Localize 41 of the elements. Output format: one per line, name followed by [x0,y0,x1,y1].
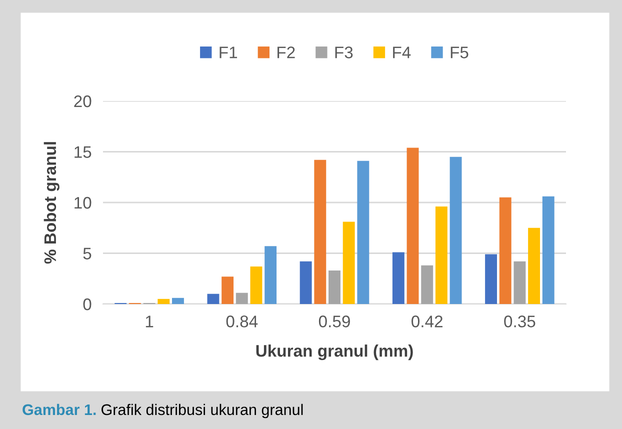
text: Gambar 1. [22,404,96,416]
bar [158,298,170,304]
y-tick-label: 10 [74,196,92,209]
bar [342,222,355,304]
x-tick-label: 0.59 [318,316,350,328]
bar [421,265,434,304]
y-tick-label: 20 [74,95,92,108]
bar [314,160,326,304]
bar [450,156,462,304]
bar [300,261,312,304]
bar [542,196,554,304]
bar [207,294,220,304]
y-tick-label: 5 [83,248,92,260]
bar [264,246,277,304]
legend-label: F5 [450,46,468,58]
x-tick-label: 1 [146,316,154,328]
y-axis-title: % Bobot granul [44,142,60,264]
bar [236,292,248,304]
bar [357,160,370,304]
x-axis-title: Ukuran granul (mm) [256,344,413,360]
bar [392,252,404,304]
text: Grafik distribusi ukuran granul [102,404,303,418]
legend-label: F1 [220,46,238,58]
x-tick-label: 0.35 [504,316,536,328]
bar [328,270,340,304]
y-tick-label: 0 [83,298,92,310]
bar [435,206,448,304]
bar [172,298,184,304]
x-tick-label: 0.42 [412,316,442,328]
bar [514,261,526,304]
legend-label: F4 [393,46,411,58]
y-tick-label: 15 [74,146,92,158]
legend-label: F3 [335,46,353,58]
bar [222,276,234,304]
bar [406,148,419,304]
bar [499,197,512,304]
x-tick-label: 0.84 [226,316,258,328]
bar [528,228,540,304]
legend-label: F2 [278,46,295,58]
bar [250,266,262,304]
bar [485,254,497,304]
